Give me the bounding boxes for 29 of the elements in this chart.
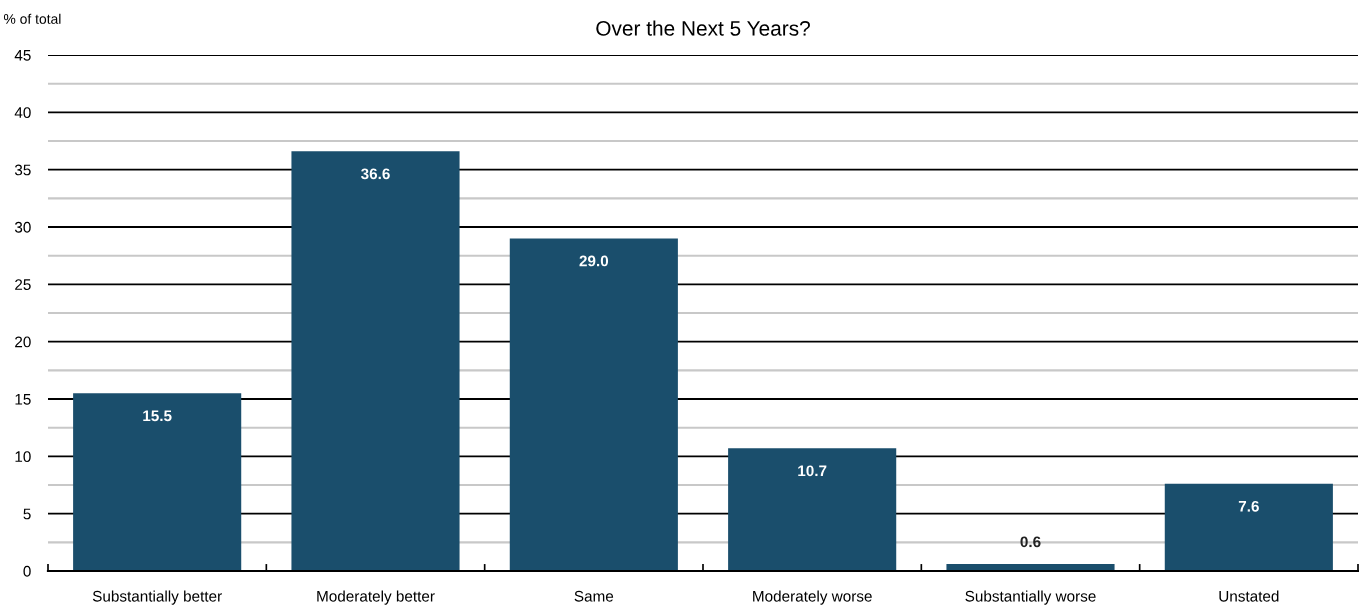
x-tick-label: Unstated <box>1219 590 1279 602</box>
data-label: 15.5 <box>143 410 172 422</box>
x-tick-label: Moderately better <box>317 590 435 605</box>
y-tick-label: 15 <box>15 394 31 405</box>
y-tick-label: 40 <box>14 107 31 119</box>
y-tick-label: 45 <box>14 50 31 61</box>
x-tick-label: Moderately worse <box>753 590 872 605</box>
data-label: 36.6 <box>360 168 390 180</box>
bar <box>1164 483 1333 571</box>
data-label: 10.7 <box>798 465 827 477</box>
data-label: 29.0 <box>579 255 609 267</box>
y-tick-label: 20 <box>15 336 31 348</box>
chart-title: Over the Next 5 Years? <box>596 20 810 36</box>
y-tick-label: 10 <box>15 451 31 463</box>
y-tick-label: 25 <box>15 279 31 291</box>
bar <box>728 448 897 571</box>
bar <box>291 151 460 571</box>
bar <box>73 393 242 571</box>
y-axis-title: % of total <box>3 13 61 24</box>
y-tick-label: 0 <box>23 565 31 577</box>
x-tick-label: Substantially better <box>92 590 222 605</box>
y-tick-label: 35 <box>14 164 31 176</box>
data-label: 0.6 <box>1020 536 1041 548</box>
data-label: 7.6 <box>1238 500 1259 512</box>
y-tick-label: 30 <box>14 221 31 233</box>
y-tick-label: 5 <box>23 508 31 520</box>
bar <box>509 238 678 571</box>
x-tick-label: Substantially worse <box>965 590 1096 605</box>
x-tick-label: Same <box>574 590 614 602</box>
